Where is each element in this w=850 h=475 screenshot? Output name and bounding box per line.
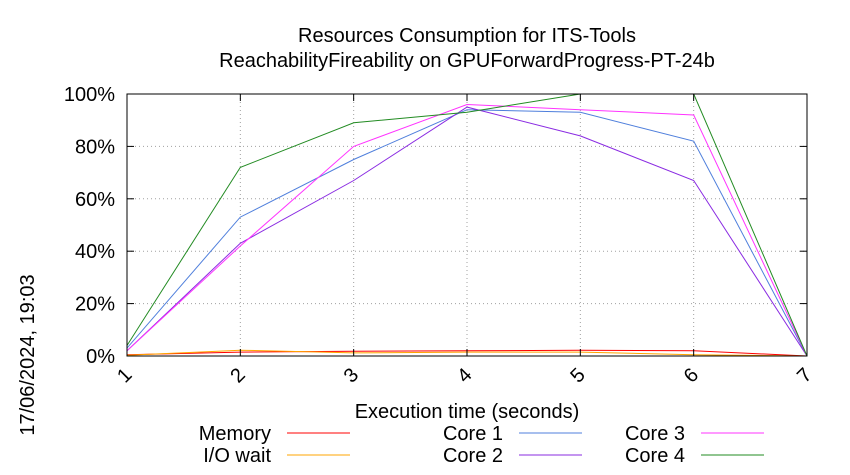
y-tick-labels: 0% 20% 40% 60% 80% 100% [64, 84, 115, 368]
y-tick-label: 20% [75, 294, 115, 316]
x-tick-label: 3 [340, 364, 363, 387]
axis-ticks [126, 93, 808, 357]
chart-subtitle: ReachabilityFireability on GPUForwardPro… [219, 50, 715, 72]
series-line-core-1 [126, 109, 808, 357]
plot-frame [126, 93, 808, 357]
y-tick-label: 40% [75, 241, 115, 263]
x-tick-label: 1 [113, 364, 136, 387]
legend-label-i-o-wait: I/O wait [203, 445, 271, 467]
series-lines [126, 93, 808, 357]
series-line-core-3 [126, 103, 808, 357]
legend-label-core-1: Core 1 [443, 423, 503, 445]
x-tick-label: 4 [453, 364, 476, 387]
y-tick-label: 0% [86, 346, 115, 368]
x-tick-label: 6 [680, 364, 703, 387]
series-line-core-4 [126, 93, 808, 357]
x-tick-label: 5 [566, 364, 589, 387]
grid [127, 94, 807, 356]
series-line-core-2 [126, 106, 808, 357]
legend-label-core-3: Core 3 [625, 423, 685, 445]
legend-label-core-4: Core 4 [625, 445, 685, 467]
timestamp-label: 17/06/2024, 19:03 [17, 274, 39, 435]
x-tick-label: 7 [793, 364, 816, 387]
y-tick-label: 80% [75, 136, 115, 158]
legend-label-core-2: Core 2 [443, 445, 503, 467]
x-tick-label: 2 [226, 364, 249, 387]
y-tick-label: 100% [64, 84, 115, 106]
y-tick-label: 60% [75, 189, 115, 211]
x-axis-label: Execution time (seconds) [355, 401, 580, 423]
x-tick-labels: 1 2 3 4 5 6 7 [113, 364, 816, 387]
legend-label-memory: Memory [199, 423, 271, 445]
chart-title: Resources Consumption for ITS-Tools [298, 25, 636, 47]
